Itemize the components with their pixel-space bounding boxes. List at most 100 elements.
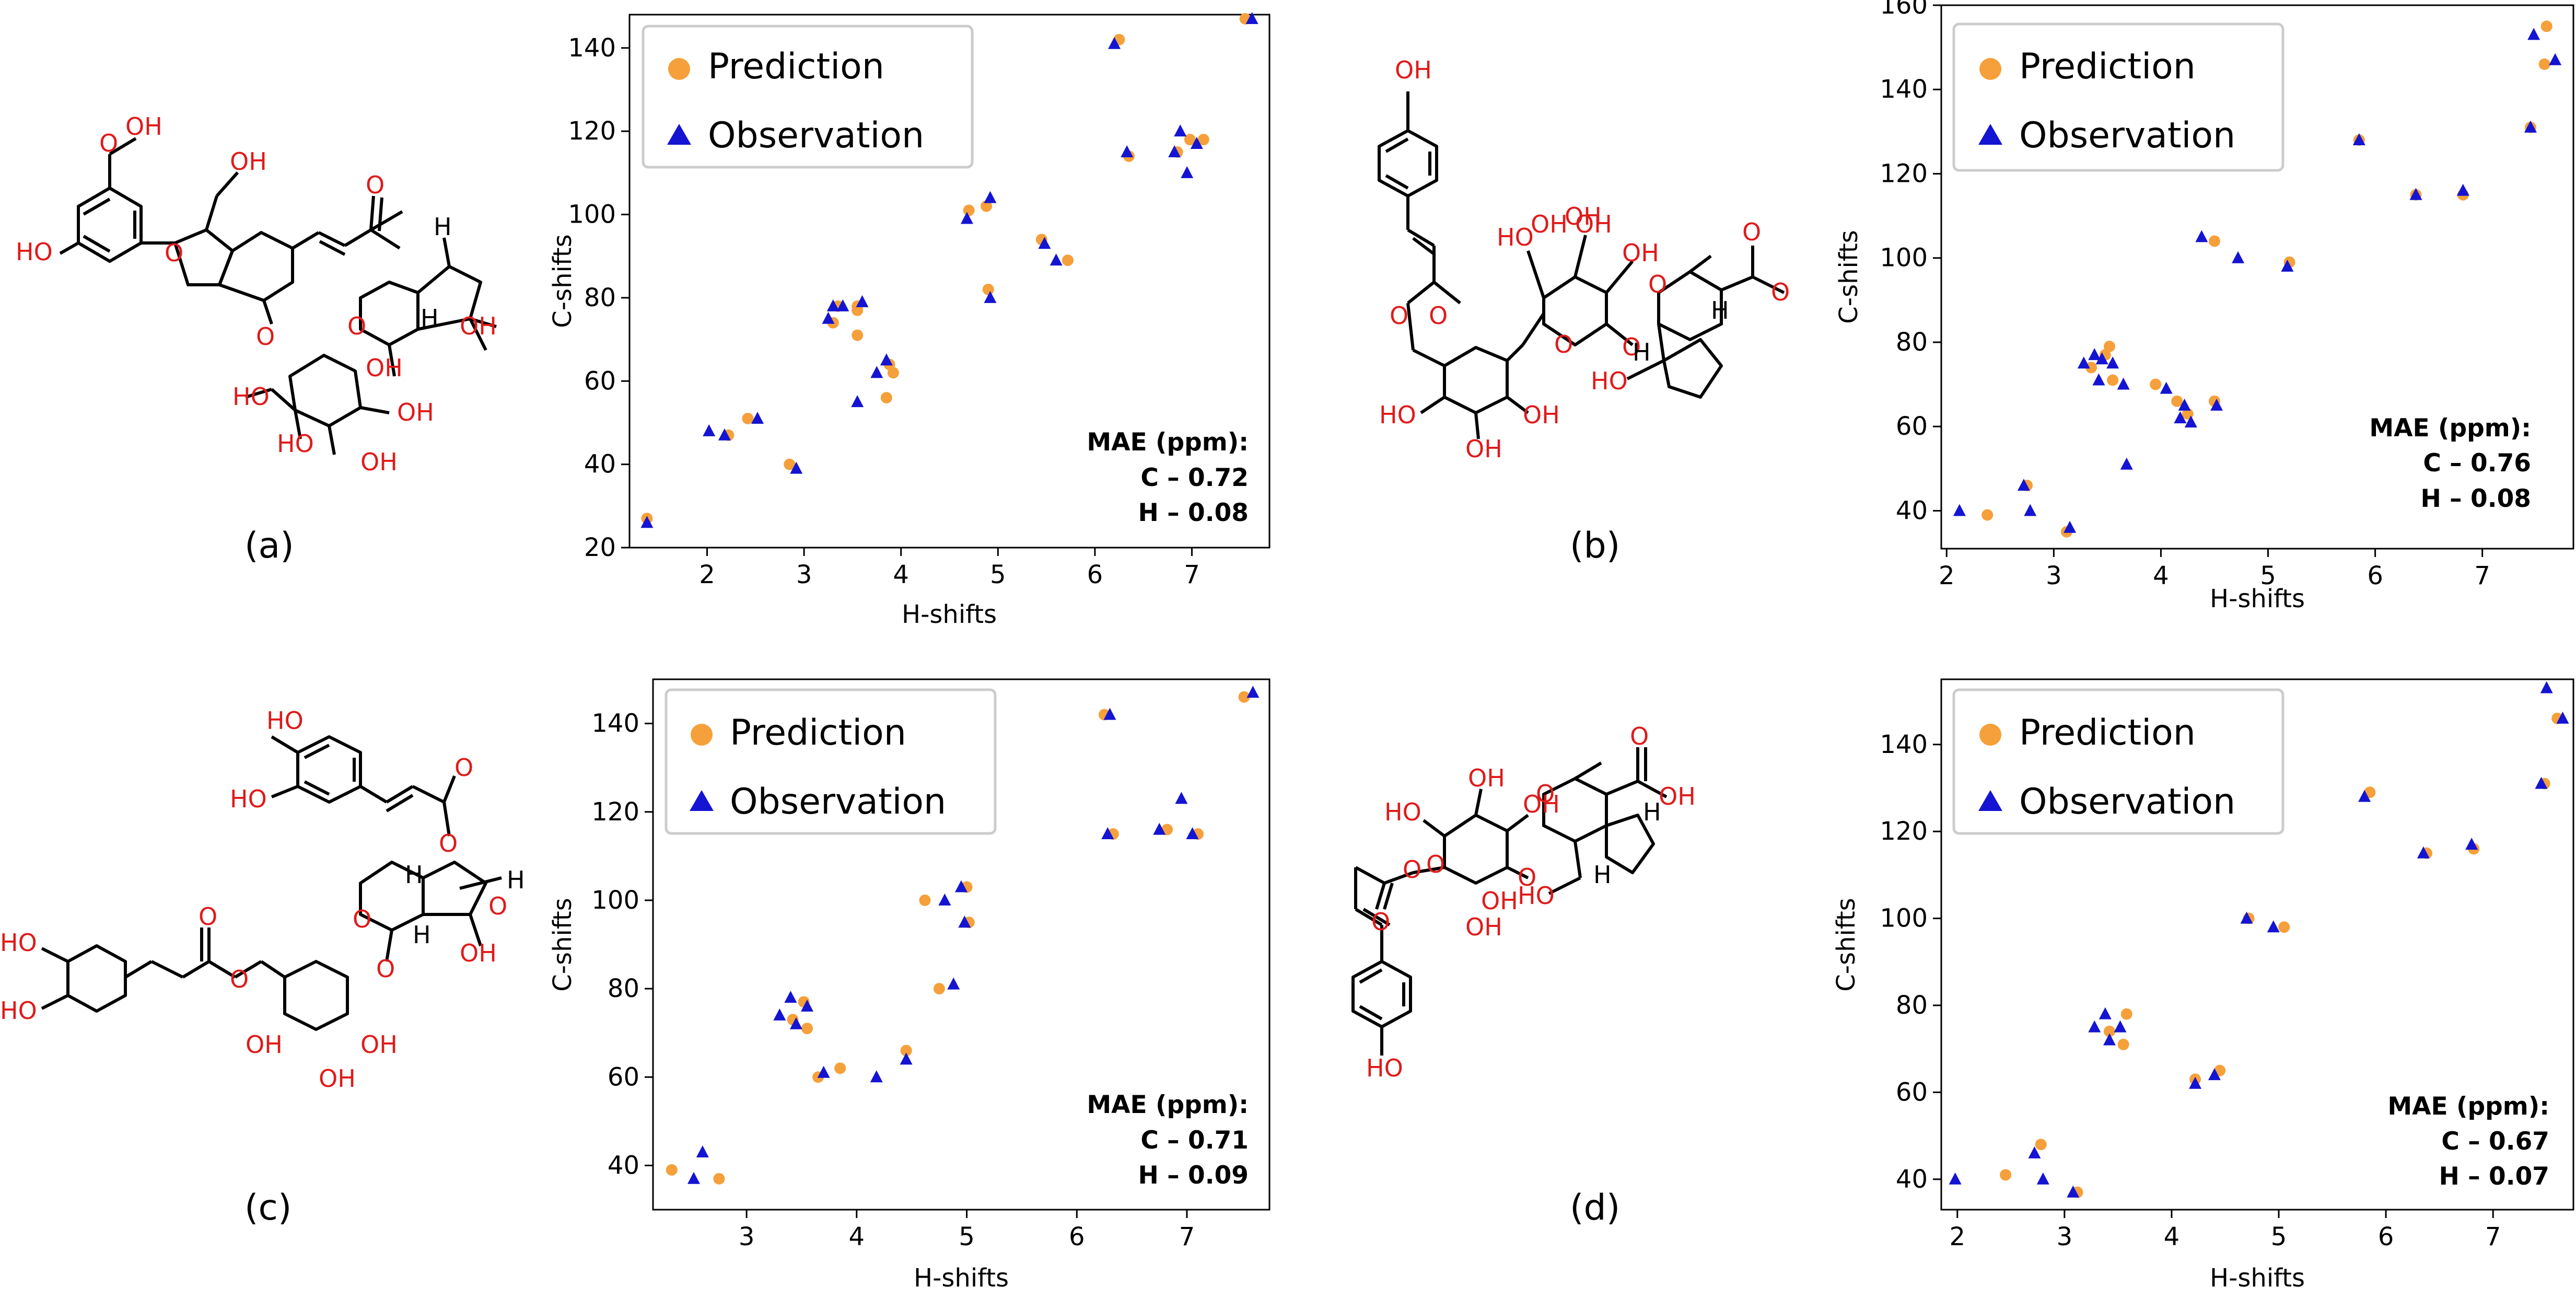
legend-prediction-marker — [668, 58, 690, 80]
atom-label: HO — [0, 996, 37, 1025]
prediction-point — [852, 329, 864, 341]
atom-label: HO — [230, 785, 267, 813]
atom-label: OH — [397, 398, 434, 426]
atom-label: H — [413, 921, 431, 949]
x-tick-label: 7 — [2474, 561, 2490, 590]
x-tick-label: 4 — [2153, 561, 2169, 590]
mae-c-value: C – 0.72 — [1140, 463, 1249, 492]
atom-label: OH — [230, 147, 267, 176]
observation-point — [955, 880, 968, 892]
observation-point — [2524, 120, 2537, 133]
observation-point — [2184, 415, 2197, 428]
atom-label: O — [1554, 330, 1573, 358]
plot-frame — [1940, 4, 2574, 550]
prediction-point — [784, 458, 796, 470]
observation-point — [2540, 681, 2553, 693]
y-axis-label: C-shifts — [548, 234, 577, 328]
y-tick-label: 120 — [1880, 817, 1928, 846]
atom-label: O — [1429, 302, 1448, 330]
legend-observation-marker — [690, 790, 714, 811]
atom-label: HO — [1384, 798, 1421, 826]
atom-label: HO — [1518, 882, 1555, 910]
observation-point — [751, 411, 764, 424]
observation-point — [2103, 1033, 2116, 1046]
observation-point — [870, 366, 883, 378]
atom-label: OH — [1468, 764, 1505, 792]
atom-label: O — [1622, 333, 1641, 361]
y-tick-label: 40 — [1896, 496, 1928, 525]
x-ticks: 2 3 4 5 6 7 — [699, 548, 1200, 589]
legend: Prediction Observation — [1952, 688, 2284, 835]
x-tick-label: 3 — [2057, 1222, 2073, 1251]
observation-point — [718, 428, 731, 440]
mae-c-value: C – 0.67 — [2441, 1127, 2549, 1156]
atom-label: OH — [246, 1030, 283, 1059]
y-tick-label: 140 — [1880, 730, 1928, 759]
observation-point — [640, 516, 654, 528]
atom-label: H — [1643, 798, 1661, 826]
mae-title: MAE (ppm): — [1087, 1091, 1249, 1119]
molecule-a: OH HO O O OH O O H H OH O HO HO OH OH OH — [16, 112, 497, 476]
observation-point — [2267, 920, 2280, 933]
panel-label-b: (b) — [1570, 525, 1621, 566]
atom-label: H — [1633, 338, 1651, 366]
prediction-point — [919, 894, 931, 906]
atom-label: OH — [360, 448, 398, 476]
x-tick-label: 4 — [893, 560, 909, 589]
atom-label: H — [405, 861, 423, 889]
prediction-point — [1062, 254, 1074, 266]
prediction-point — [2103, 1025, 2115, 1037]
observation-point — [1186, 827, 1199, 840]
prediction-point — [2278, 921, 2290, 933]
observation-point — [2208, 1068, 2221, 1081]
observation-point — [2549, 53, 2562, 65]
legend-observation-label: Observation — [2019, 781, 2235, 822]
legend-observation-label: Observation — [2019, 115, 2235, 156]
observation-point — [1103, 708, 1116, 720]
prediction-point — [2107, 374, 2119, 386]
observation-point — [2120, 457, 2133, 470]
observation-point — [801, 999, 813, 1012]
observation-point — [1190, 137, 1203, 149]
observation-point — [960, 212, 973, 224]
mae-annotation: MAE (ppm): C – 0.76 H – 0.08 — [2369, 414, 2531, 513]
y-tick-label: 140 — [568, 33, 616, 63]
y-tick-label: 60 — [1896, 412, 1928, 441]
x-tick-label: 2 — [1939, 561, 1955, 590]
y-tick-label: 120 — [1880, 159, 1928, 188]
atom-label: O — [454, 753, 473, 782]
prediction-point — [2208, 235, 2220, 247]
y-tick-label: 60 — [608, 1062, 639, 1092]
atom-label: O — [256, 322, 275, 351]
prediction-point — [981, 200, 993, 212]
observation-point — [789, 1017, 802, 1029]
observation-point — [836, 299, 849, 311]
legend: Prediction Observation — [665, 688, 997, 835]
observation-point — [1174, 124, 1187, 137]
atom-label: H — [421, 304, 439, 332]
prediction-point — [2120, 1008, 2132, 1020]
observation-point — [687, 1172, 700, 1184]
observation-point — [2024, 504, 2037, 516]
x-axis-label: H-shifts — [902, 600, 997, 629]
observation-point — [2114, 1020, 2127, 1033]
legend-prediction-marker — [1979, 724, 2001, 746]
y-tick-label: 60 — [1896, 1077, 1928, 1107]
prediction-point — [982, 283, 994, 295]
observation-point — [2417, 846, 2430, 859]
observation-point — [2028, 1146, 2041, 1158]
y-tick-label: 40 — [1896, 1165, 1928, 1194]
prediction-point — [713, 1173, 725, 1185]
y-tick-label: 100 — [591, 886, 639, 915]
observation-point — [851, 395, 864, 408]
y-tick-label: 100 — [568, 200, 616, 229]
atom-label: OH — [1565, 202, 1602, 230]
atom-label: OH — [460, 312, 497, 340]
panel-label-d: (d) — [1570, 1187, 1621, 1228]
atom-label: HO — [16, 238, 53, 266]
observation-point — [2535, 776, 2548, 789]
y-tick-label: 60 — [584, 366, 616, 396]
x-tick-label: 2 — [699, 560, 715, 589]
mae-annotation: MAE (ppm): C – 0.71 H – 0.09 — [1087, 1091, 1249, 1190]
mae-title: MAE (ppm): — [1087, 428, 1249, 457]
